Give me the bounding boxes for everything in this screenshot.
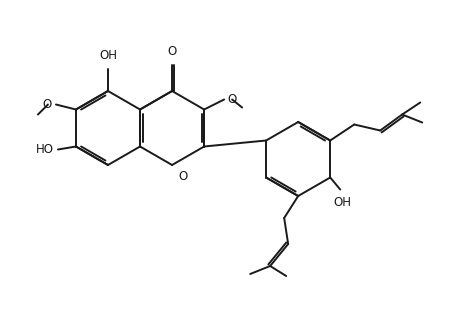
Text: OH: OH xyxy=(99,49,117,62)
Text: O: O xyxy=(43,98,52,111)
Text: O: O xyxy=(168,45,177,58)
Text: O: O xyxy=(227,93,236,106)
Text: OH: OH xyxy=(333,196,351,208)
Text: O: O xyxy=(178,170,187,183)
Text: HO: HO xyxy=(36,143,54,156)
